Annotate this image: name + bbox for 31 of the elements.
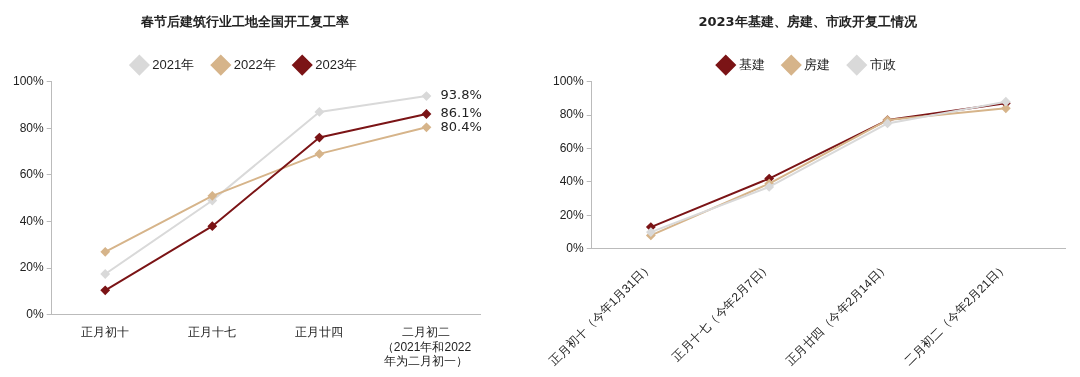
- legend-label: 2022年: [233, 56, 276, 72]
- legend-label: 房建: [804, 56, 831, 72]
- y-tick-label: 40%: [19, 213, 45, 228]
- x-tick-label: 正月十七: [188, 325, 237, 340]
- data-label: 86.1%: [440, 105, 482, 121]
- y-tick-label: 60%: [559, 140, 585, 155]
- y-tick-label: 40%: [559, 174, 585, 189]
- legend-label: 2021年: [152, 56, 195, 72]
- chart-title: 春节后建筑行业工地全国开工复工率: [140, 14, 349, 30]
- y-tick-label: 0%: [566, 241, 585, 256]
- y-tick-label: 100%: [552, 73, 585, 88]
- legend-label: 市政: [869, 56, 896, 72]
- x-tick-label: 正月初十: [81, 325, 130, 340]
- y-tick-label: 100%: [12, 73, 45, 88]
- y-tick-label: 0%: [26, 307, 45, 322]
- legend-label: 基建: [738, 56, 765, 72]
- x-tick-label: 正月廿四: [295, 325, 344, 340]
- y-tick-label: 20%: [559, 207, 585, 222]
- y-tick-label: 80%: [559, 107, 585, 122]
- x-tick-label: 正月初十（今年1月31日）: [546, 259, 656, 369]
- data-label: 93.8%: [440, 87, 482, 103]
- y-tick-label: 60%: [19, 167, 45, 182]
- y-tick-label: 80%: [19, 120, 45, 135]
- y-tick-label: 20%: [19, 260, 45, 275]
- x-tick-label: 二月初二（2021年和2022年为二月初一）: [381, 325, 472, 369]
- chart-title: 2023年基建、房建、市政开复工情况: [698, 14, 918, 30]
- x-tick-label: 正月廿四（今年2月14日）: [783, 259, 892, 369]
- x-tick-label: 正月十七（今年2月7日）: [669, 259, 774, 364]
- legend-label: 2023年: [315, 56, 358, 72]
- x-tick-label: 二月初二（今年2月21日）: [901, 259, 1011, 369]
- data-label: 80.4%: [440, 118, 482, 134]
